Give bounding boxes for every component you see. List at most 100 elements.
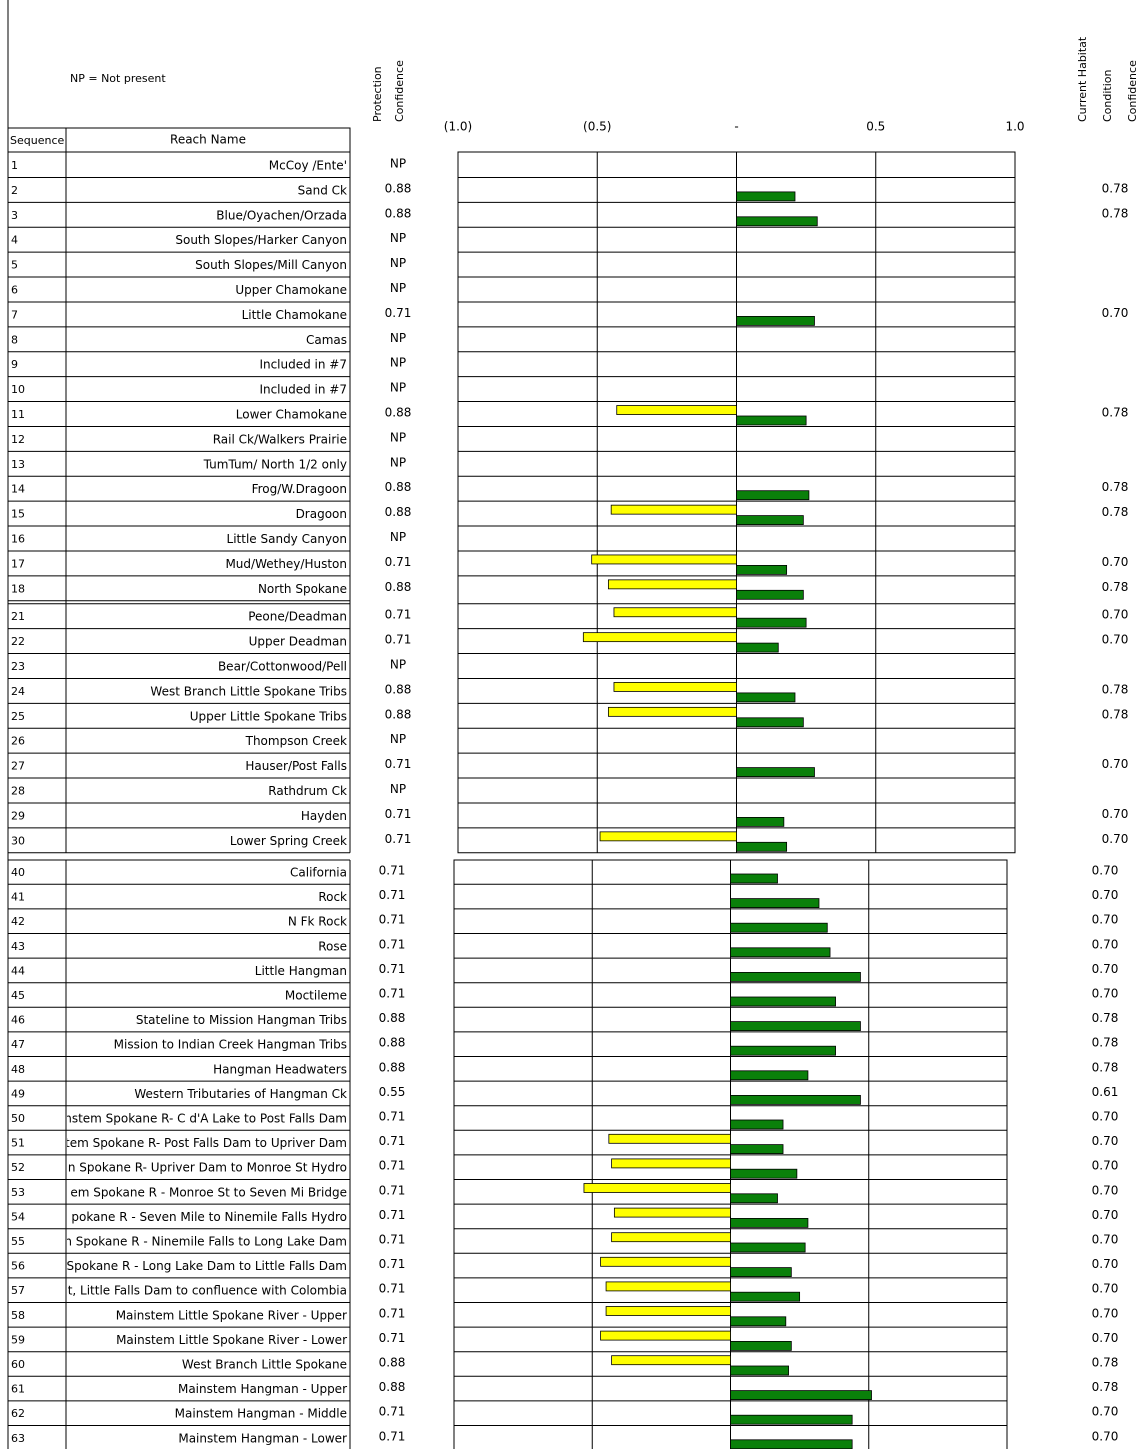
protection-confidence: NP xyxy=(390,331,406,345)
bar xyxy=(611,1355,731,1366)
protection-confidence: 0.71 xyxy=(385,633,412,647)
protection-confidence: 0.71 xyxy=(385,757,412,771)
sequence: 40 xyxy=(11,866,25,879)
habitat-confidence: 0.78 xyxy=(1102,406,1129,420)
bar xyxy=(730,972,861,982)
habitat-confidence: 0.70 xyxy=(1092,913,1119,927)
protection-confidence: 0.88 xyxy=(379,1356,406,1370)
reach-name: North Spokane xyxy=(258,582,347,596)
sequence: 30 xyxy=(11,834,25,847)
bar xyxy=(583,1183,731,1193)
sequence: 57 xyxy=(11,1284,25,1297)
habitat-confidence: 0.70 xyxy=(1092,1257,1119,1271)
bar xyxy=(730,1242,806,1253)
sequence: 23 xyxy=(11,660,25,673)
bar xyxy=(591,554,737,565)
habitat-confidence: 0.70 xyxy=(1092,1282,1119,1296)
sequence: 28 xyxy=(11,785,25,798)
bar xyxy=(736,617,807,628)
protection-confidence: 0.88 xyxy=(385,406,412,420)
sequence: 63 xyxy=(11,1432,25,1445)
bar xyxy=(610,504,737,515)
sequence: 7 xyxy=(11,308,18,321)
habitat-confidence: 0.70 xyxy=(1102,306,1129,320)
sequence: 26 xyxy=(11,735,25,748)
reach-name: West Branch Little Spokane Tribs xyxy=(150,684,347,698)
bar xyxy=(605,1281,731,1292)
bar xyxy=(730,922,828,933)
bar xyxy=(736,692,796,703)
reach-name: South Slopes/Harker Canyon xyxy=(175,233,347,247)
habitat-confidence: 0.70 xyxy=(1102,807,1129,821)
protection-confidence: 0.55 xyxy=(379,1085,406,1099)
x-tick-label: (1.0) xyxy=(444,120,472,134)
reach-name: Sand Ck xyxy=(298,183,347,197)
sequence: 41 xyxy=(11,891,25,904)
bar xyxy=(616,405,737,415)
bar xyxy=(730,1070,809,1081)
sequence: 55 xyxy=(11,1235,25,1248)
protection-confidence: 0.88 xyxy=(379,1060,406,1074)
habitat-confidence: 0.78 xyxy=(1102,580,1129,594)
habitat-confidence: 0.78 xyxy=(1102,206,1129,220)
sequence: 22 xyxy=(11,635,25,648)
bar xyxy=(736,490,810,501)
bar xyxy=(611,1158,731,1169)
protection-confidence: 0.71 xyxy=(379,1405,406,1419)
reach-name: Hayden xyxy=(301,809,347,823)
x-tick-label: 1.0 xyxy=(1005,120,1024,134)
reach-name: Included in #7 xyxy=(259,358,347,372)
reach-name: Lower Spring Creek xyxy=(230,834,347,848)
sequence: 51 xyxy=(11,1137,25,1150)
sequence: 44 xyxy=(11,964,25,977)
protection-confidence: 0.71 xyxy=(379,1257,406,1271)
sequence: 13 xyxy=(11,458,25,471)
protection-confidence: NP xyxy=(390,256,406,270)
sequence: 48 xyxy=(11,1063,25,1076)
habitat-confidence: 0.78 xyxy=(1092,1011,1119,1025)
protection-confidence: 0.88 xyxy=(385,707,412,721)
bar xyxy=(736,642,779,653)
sequence: 42 xyxy=(11,915,25,928)
habitat-header: Current Habitat Condition Confidence xyxy=(1076,36,1139,122)
bar xyxy=(730,1168,798,1179)
habitat-confidence: 0.70 xyxy=(1102,555,1129,569)
bar xyxy=(730,1021,861,1031)
sequence: 27 xyxy=(11,760,25,773)
x-tick-label: (0.5) xyxy=(583,120,611,134)
x-tick-label: - xyxy=(734,120,738,134)
habitat-confidence: 0.70 xyxy=(1092,1405,1119,1419)
protection-confidence: NP xyxy=(390,530,406,544)
bar xyxy=(730,1291,801,1302)
reach-name: Mud/Wethey/Huston xyxy=(225,557,347,571)
sequence: 10 xyxy=(11,383,25,396)
sequence: 15 xyxy=(11,508,25,521)
bar xyxy=(736,315,815,326)
bar xyxy=(730,1267,792,1277)
habitat-confidence: 0.70 xyxy=(1092,888,1119,902)
protection-confidence: 0.71 xyxy=(379,1233,406,1247)
reach-name: Thompson Creek xyxy=(245,734,347,748)
habitat-confidence: 0.78 xyxy=(1102,480,1129,494)
habitat-confidence: 0.70 xyxy=(1092,1159,1119,1173)
protection-confidence: 0.88 xyxy=(379,1380,406,1394)
reach-name: Rock xyxy=(318,890,347,904)
habitat-confidence: 0.70 xyxy=(1092,1331,1119,1345)
sequence: 21 xyxy=(11,610,25,623)
sequence: 9 xyxy=(11,358,18,371)
sequence: 11 xyxy=(11,408,25,421)
protection-confidence: 0.71 xyxy=(379,1208,406,1222)
bar xyxy=(730,1439,853,1449)
habitat-confidence: 0.70 xyxy=(1092,1134,1119,1148)
protection-confidence: 0.88 xyxy=(379,1011,406,1025)
habitat-confidence: 0.70 xyxy=(1092,987,1119,1001)
protection-confidence: 0.71 xyxy=(379,913,406,927)
reach-name: Moctileme xyxy=(285,989,347,1003)
bar xyxy=(608,1133,731,1144)
reach-name: tem Spokane R- Post Falls Dam to Upriver… xyxy=(65,1136,347,1150)
habitat-confidence: 0.70 xyxy=(1092,1183,1119,1197)
reach-name: N Fk Rock xyxy=(288,915,347,929)
habitat-confidence: 0.70 xyxy=(1092,1306,1119,1320)
sequence: 8 xyxy=(11,333,18,346)
protection-confidence: 0.71 xyxy=(379,987,406,1001)
